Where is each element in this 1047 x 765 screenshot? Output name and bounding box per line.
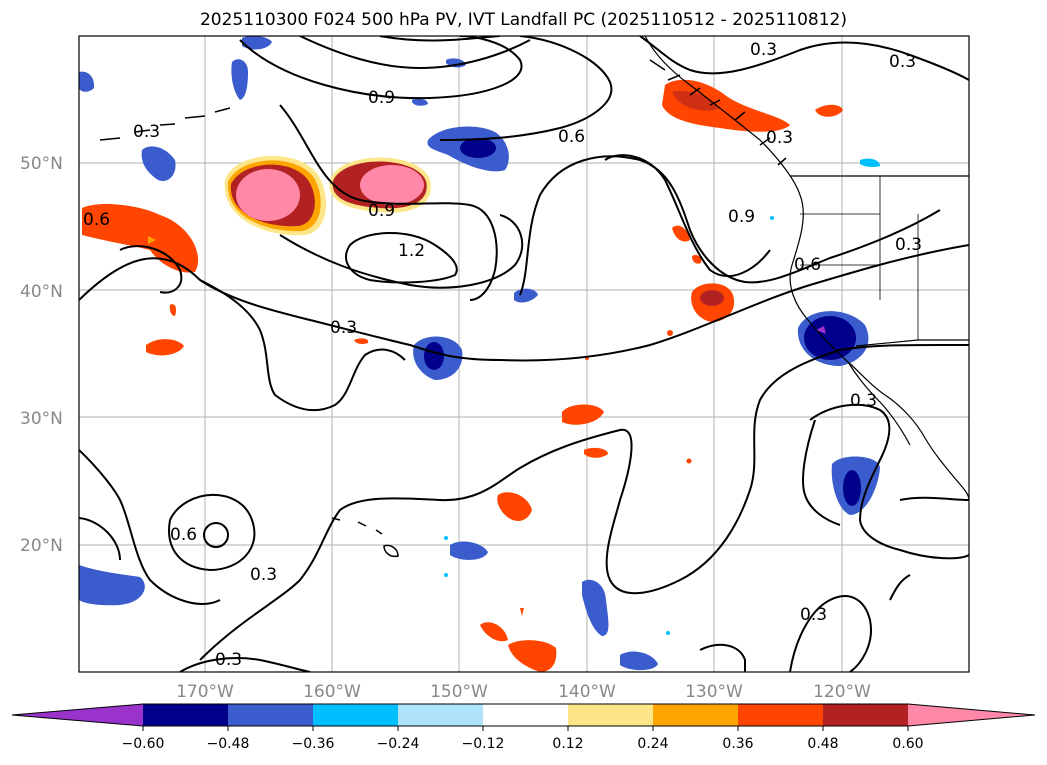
contour-lines bbox=[79, 36, 969, 672]
contour-label: 0.3 bbox=[889, 52, 916, 72]
colorbar-segment bbox=[653, 704, 738, 726]
contour-label: 0.6 bbox=[794, 255, 821, 275]
contour-label: 0.6 bbox=[558, 127, 585, 147]
contour-label: 0.9 bbox=[368, 88, 395, 108]
colorbar-tick-label: −0.36 bbox=[292, 736, 335, 752]
lon-label-170w: 170°W bbox=[176, 682, 234, 702]
colorbar-segment bbox=[313, 704, 398, 726]
lon-label-130w: 130°W bbox=[685, 682, 743, 702]
contour-label: 0.6 bbox=[83, 210, 110, 230]
colorbar-tick-label: −0.48 bbox=[207, 736, 250, 752]
contour-0.3-north bbox=[639, 36, 969, 81]
colorbar-tick-label: −0.12 bbox=[462, 736, 505, 752]
colorbar: −0.60 −0.48 −0.36 −0.24 −0.12 0.12 0.24 0.36 0.4… bbox=[11, 703, 1036, 752]
contour-0.6-south bbox=[199, 344, 969, 661]
contour-0.9-trough bbox=[604, 154, 771, 277]
colorbar-segment bbox=[568, 704, 653, 726]
contour-label: 0.3 bbox=[133, 122, 160, 142]
contour-0.3-central bbox=[199, 279, 406, 412]
coastlines bbox=[99, 36, 969, 558]
colorbar-tick-label: 0.36 bbox=[722, 736, 753, 752]
colorbar-tick-label: 0.12 bbox=[552, 736, 583, 752]
colorbar-segment bbox=[483, 704, 568, 726]
colorbar-tick-label: −0.60 bbox=[122, 736, 165, 752]
contour-label: 0.9 bbox=[728, 207, 755, 227]
lat-label-50n: 50°N bbox=[20, 154, 63, 174]
colorbar-tick-label: 0.48 bbox=[807, 736, 838, 752]
contour-0.6-north bbox=[379, 36, 613, 141]
colorbar-segment bbox=[143, 704, 228, 726]
colorbar-segment bbox=[823, 704, 908, 726]
lon-label-150w: 150°W bbox=[430, 682, 488, 702]
contour-label: 0.3 bbox=[215, 650, 242, 670]
baja-california bbox=[847, 361, 911, 446]
colorbar-segment bbox=[228, 704, 313, 726]
us-state-lines bbox=[800, 176, 919, 340]
contour-label: 0.3 bbox=[800, 605, 827, 625]
colorbar-segment bbox=[738, 704, 823, 726]
contour-label: 0.9 bbox=[368, 201, 395, 221]
contour-1.2-closed bbox=[345, 232, 458, 284]
hawaii-islands bbox=[331, 517, 399, 558]
contour-label: 0.3 bbox=[895, 235, 922, 255]
aleutian-islands bbox=[99, 107, 231, 141]
alaska-panhandle-islands bbox=[649, 59, 787, 166]
colorbar-tick-label: −0.24 bbox=[377, 736, 420, 752]
contour-0.9-north bbox=[239, 36, 523, 100]
contour-label: 0.3 bbox=[766, 128, 793, 148]
contour-0.3-far-south bbox=[789, 595, 872, 672]
contour-0.6-gulf bbox=[279, 104, 498, 301]
colorbar-segment bbox=[398, 704, 483, 726]
lon-label-120w: 120°W bbox=[813, 682, 871, 702]
contour-label: 0.3 bbox=[330, 318, 357, 338]
contour-0.3-southeast bbox=[809, 403, 969, 560]
contour-label: 1.2 bbox=[398, 241, 425, 261]
contour-label-group: 0.3 0.3 0.3 0.3 0.3 0.3 0.3 0.3 0.3 0.3 … bbox=[83, 40, 922, 670]
map-border bbox=[78, 35, 970, 673]
contour-0.6-eastern bbox=[519, 155, 941, 296]
map-title: 2025110300 F024 500 hPa PV, IVT Landfall… bbox=[199, 10, 847, 30]
lat-label-40n: 40°N bbox=[20, 282, 63, 302]
contour-0.3-west bbox=[79, 449, 221, 605]
contour-label: 0.3 bbox=[250, 565, 277, 585]
contour-label: 0.6 bbox=[170, 525, 197, 545]
lat-label-20n: 20°N bbox=[20, 536, 63, 556]
pv-negative-anomalies bbox=[79, 36, 880, 671]
contour-label: 0.3 bbox=[850, 391, 877, 411]
contour-label: 0.3 bbox=[750, 40, 777, 60]
latitude-labels: 50°N 40°N 30°N 20°N bbox=[20, 154, 63, 556]
lon-label-160w: 160°W bbox=[303, 682, 361, 702]
pv-blob-west bbox=[82, 204, 199, 273]
lat-label-30n: 30°N bbox=[20, 409, 63, 429]
contour-0.6-closed bbox=[168, 493, 256, 572]
colorbar-tick-label: 0.24 bbox=[637, 736, 668, 752]
colorbar-extend-min bbox=[12, 704, 143, 726]
pv-blob-west-neg bbox=[79, 565, 145, 606]
north-american-coast bbox=[644, 36, 969, 501]
contour-0.9-middle bbox=[279, 214, 524, 289]
colorbar-extend-max bbox=[908, 704, 1035, 726]
colorbar-tick-label: 0.60 bbox=[892, 736, 923, 752]
pv-positive-anomalies bbox=[82, 79, 843, 672]
lon-label-140w: 140°W bbox=[558, 682, 616, 702]
longitude-labels: 170°W 160°W 150°W 140°W 130°W 120°W bbox=[176, 682, 871, 702]
